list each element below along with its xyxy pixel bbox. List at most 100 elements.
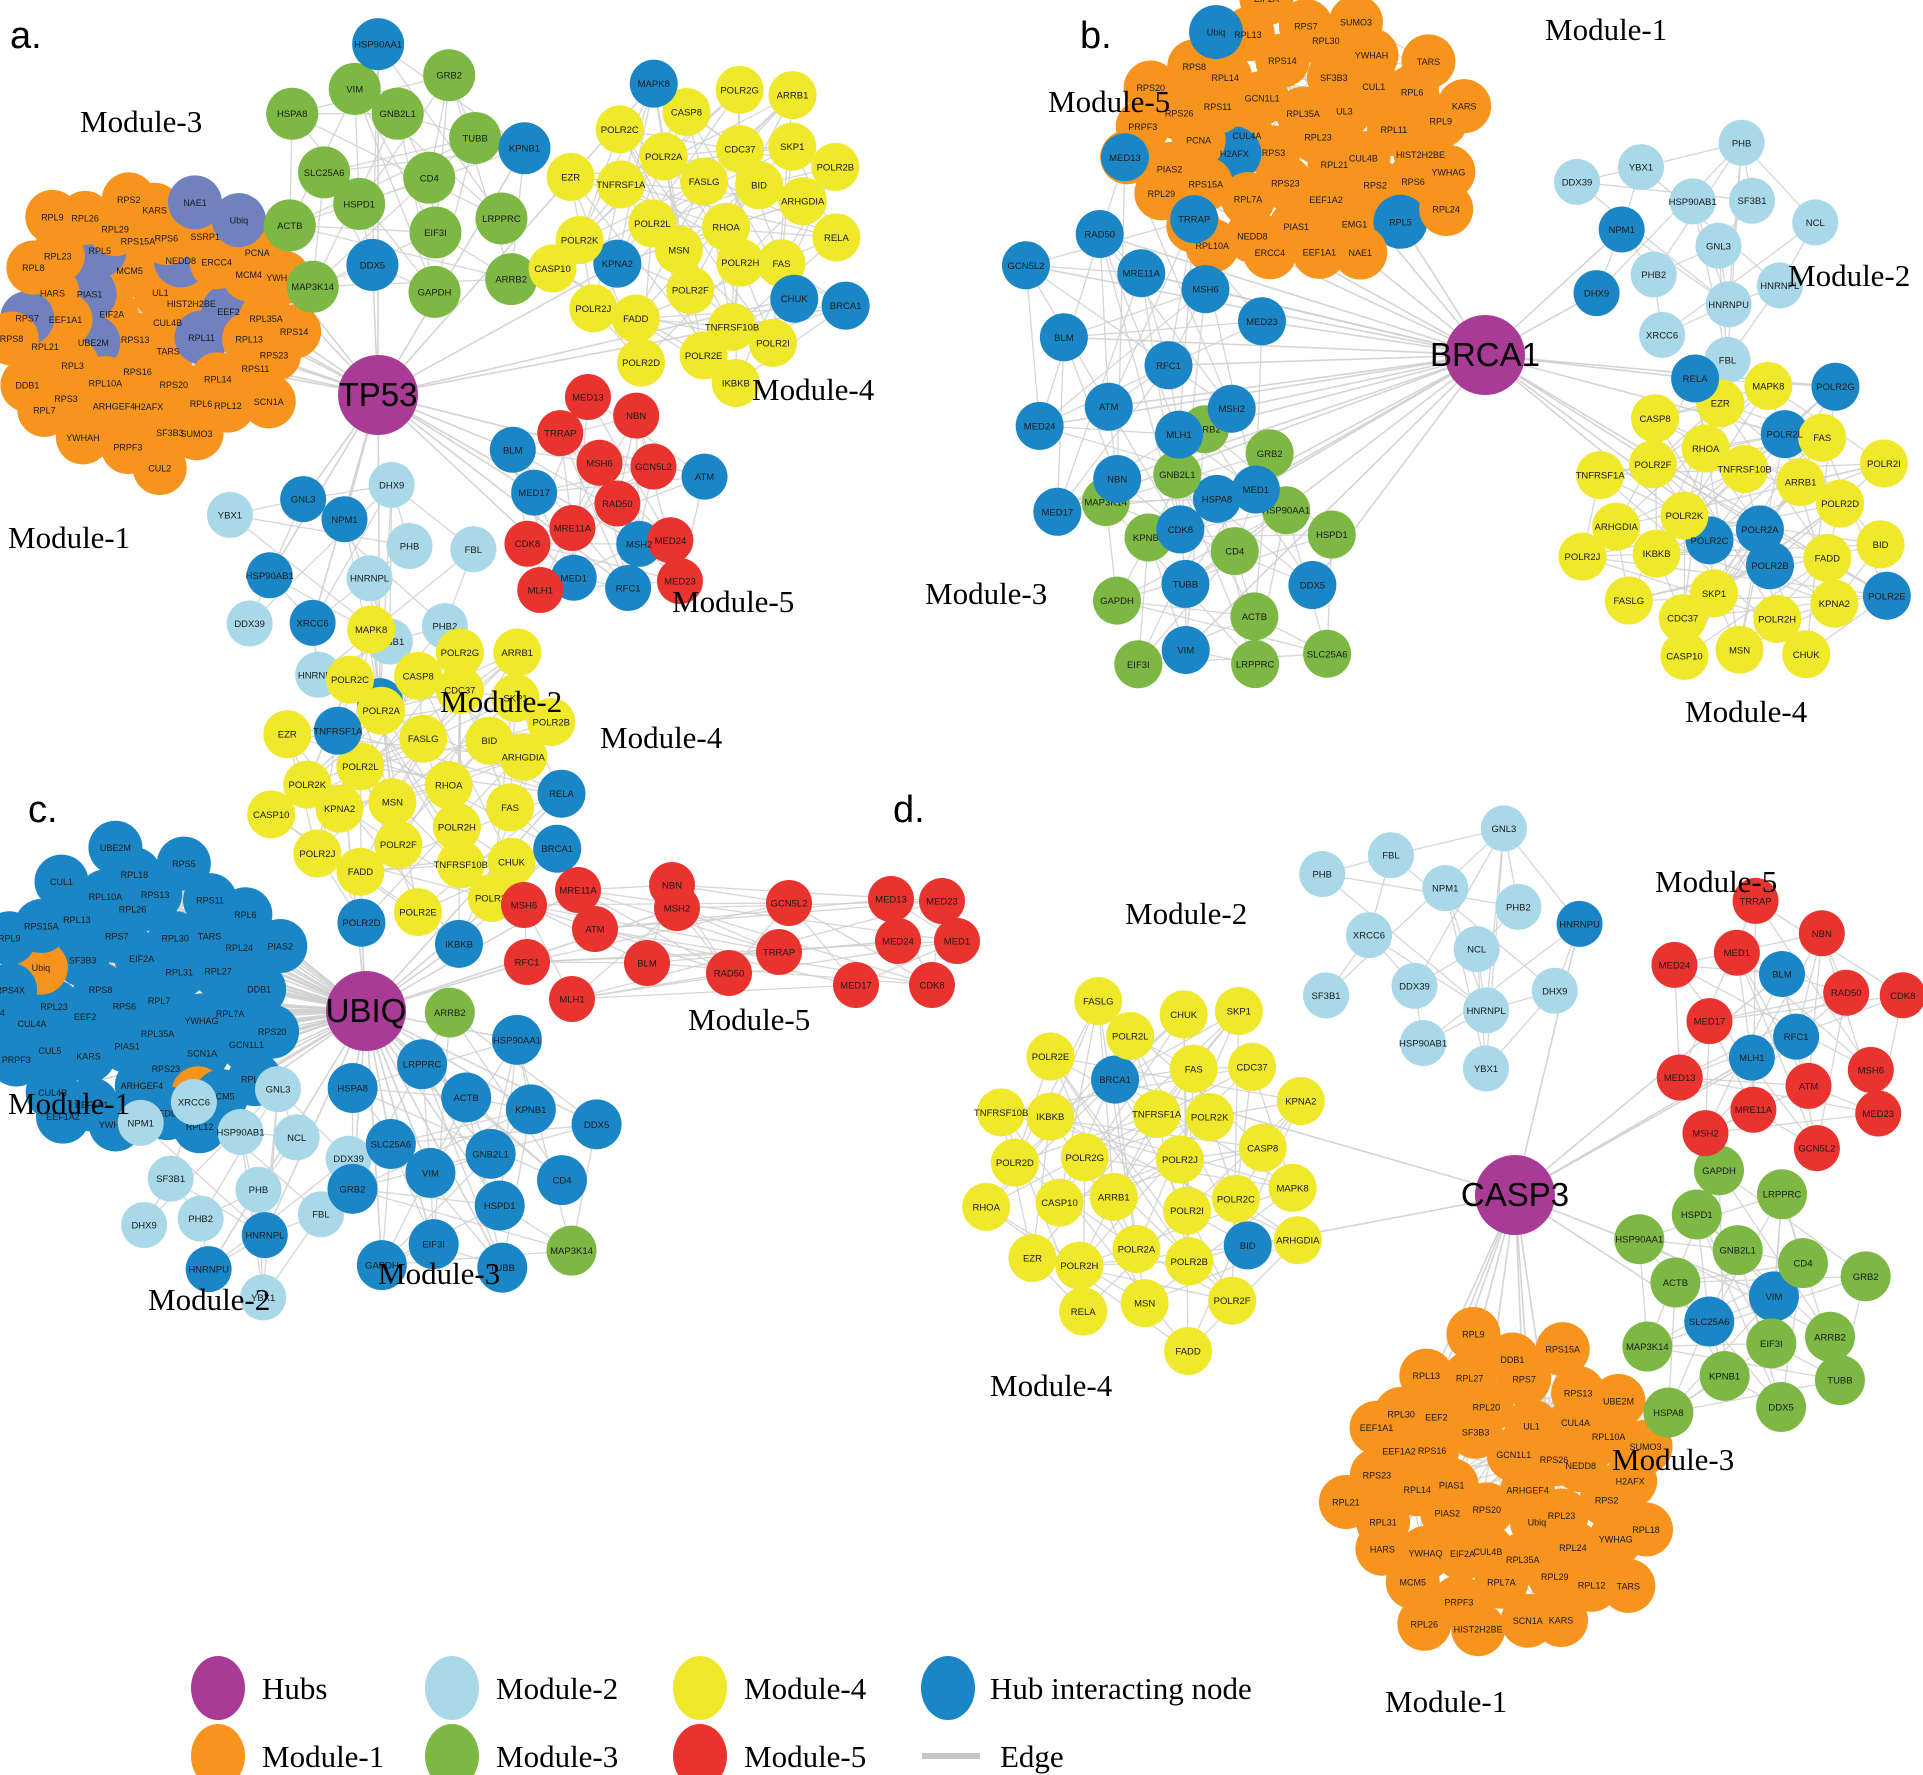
node-POLR2K	[1185, 1092, 1234, 1141]
node-label-MSN: MSN	[382, 798, 403, 809]
node-label-BLM: BLM	[1772, 970, 1792, 981]
module-label-b-Module-3: Module-3	[925, 576, 1047, 611]
node-SLC25A6	[298, 146, 351, 199]
node-label-HIST2H2BE: HIST2H2BE	[1396, 150, 1445, 160]
node-label-TRRAP: TRRAP	[763, 948, 795, 959]
node-YBX1	[1617, 144, 1664, 191]
node-label-POLR2H: POLR2H	[721, 258, 759, 269]
node-label-ARRB2: ARRB2	[1189, 425, 1221, 436]
node-HNRNPU	[1556, 900, 1603, 947]
node-RAD50	[1075, 210, 1124, 259]
node-label-NBN: NBN	[1812, 929, 1832, 940]
node-label-POLR2G: POLR2G	[1816, 382, 1855, 393]
node-RPL5	[1373, 194, 1428, 249]
node-label-TUBB: TUBB	[462, 133, 487, 144]
module-label-c-Module-1: Module-1	[8, 1086, 130, 1121]
edge	[1049, 1116, 1137, 1250]
node-TARS	[1401, 34, 1456, 89]
node-label-LRPPRC: LRPPRC	[482, 214, 521, 225]
node-MED17	[511, 469, 558, 516]
module-a-Module-5: RAD50 MRE11A MSH6 MSH2 MED17 GCN5L2 MED1 TRRAP M…	[489, 374, 728, 613]
edge	[1576, 181, 1730, 305]
node-label-RPL6: RPL6	[190, 399, 213, 409]
node-MED1	[1713, 929, 1760, 976]
node-POLR2G	[435, 628, 484, 677]
node-LRPPRC	[1231, 640, 1280, 689]
node-ARHGDIA	[499, 732, 548, 781]
node-label-RELA: RELA	[1071, 1307, 1096, 1318]
legend-swatch-Hub interacting node	[921, 1656, 975, 1720]
node-label-POLR2D: POLR2D	[342, 918, 380, 929]
node-NAE1	[167, 175, 222, 230]
node-FAS	[1798, 413, 1847, 462]
node-label-RHOA: RHOA	[712, 222, 740, 233]
module-c-Module-4: RHOA MSN FASLG POLR2H POLR2L BID POLR2F POLR2A F…	[247, 605, 586, 968]
node-ACTB	[263, 199, 316, 252]
node-POLR2L	[628, 199, 677, 248]
node-TUBB	[1161, 559, 1210, 608]
node-label-MCM5: MCM5	[1400, 1578, 1427, 1588]
legend-label-Module-5: Module-5	[744, 1739, 866, 1774]
node-RPL9	[25, 189, 80, 244]
node-label-POLR2B: POLR2B	[1751, 561, 1789, 572]
node-label-CHUK: CHUK	[781, 294, 809, 305]
node-label-RPL23: RPL23	[44, 251, 72, 261]
panel-letter-a: a.	[10, 15, 42, 57]
node-label-RPS6: RPS6	[113, 1001, 137, 1011]
edge	[1025, 264, 1233, 410]
node-label-SF3B1: SF3B1	[156, 1174, 185, 1185]
module-label-a-Module-4: Module-4	[752, 372, 875, 407]
node-KPNB1	[505, 1084, 556, 1135]
node-label-POLR2I: POLR2I	[1867, 459, 1901, 470]
node-label-SLC25A6: SLC25A6	[1307, 649, 1348, 660]
node-EEF1A1	[1292, 224, 1347, 279]
edge	[1719, 402, 1828, 559]
edge	[1816, 992, 1847, 1149]
node-label-YWHAG: YWHAG	[1599, 1534, 1633, 1544]
node-label-EIF2A: EIF2A	[129, 954, 154, 964]
node-label-TRRAP: TRRAP	[1178, 215, 1210, 226]
node-label-DHX9: DHX9	[1584, 289, 1609, 300]
node-label-RPL5: RPL5	[88, 246, 111, 256]
node-label-DDX5: DDX5	[1768, 1402, 1793, 1413]
node-RPS14	[267, 304, 322, 359]
node-LRPPRC	[475, 192, 528, 245]
node-BLM	[624, 940, 670, 986]
node-label-MLH1: MLH1	[528, 585, 553, 596]
module-label-a-Module-1: Module-1	[8, 520, 130, 555]
node-label-RPS6: RPS6	[155, 234, 179, 244]
node-GCN5L2	[630, 443, 677, 490]
node-XRCC6	[170, 1079, 217, 1126]
node-label-ARHGEF4: ARHGEF4	[1506, 1486, 1549, 1496]
node-POLR2F	[666, 266, 715, 315]
legend-swatch-Module-3	[425, 1724, 479, 1775]
node-label-EIF3I: EIF3I	[424, 228, 447, 239]
node-label-RPL12: RPL12	[1578, 1580, 1606, 1590]
node-RPS20	[1123, 60, 1178, 115]
node-label-DDB1: DDB1	[1500, 1355, 1524, 1365]
node-label-RPL13: RPL13	[1413, 1371, 1441, 1381]
node-label-RFC1: RFC1	[515, 958, 540, 969]
hub-edge	[1099, 233, 1486, 356]
node-label-RPL14: RPL14	[1211, 73, 1239, 83]
node-SKP1	[491, 674, 540, 723]
node-label-MSH6: MSH6	[1192, 285, 1218, 296]
node-label-SLC25A6: SLC25A6	[370, 1139, 411, 1150]
edge	[1114, 1079, 1188, 1212]
node-CDK8	[504, 520, 551, 567]
node-label-MED17: MED17	[518, 488, 550, 499]
node-label-RPS23: RPS23	[260, 350, 289, 360]
node-TRRAP	[756, 929, 802, 975]
node-label-RPL10A: RPL10A	[1592, 1432, 1626, 1442]
hub-edge	[365, 793, 563, 1012]
node-EEF1A1	[1349, 1400, 1404, 1455]
node-BRCA1	[1091, 1055, 1140, 1104]
node-MED23	[1855, 1090, 1902, 1137]
node-label-CASP10: CASP10	[534, 264, 570, 275]
node-label-RPL6: RPL6	[234, 910, 257, 920]
node-label-POLR2I: POLR2I	[475, 893, 509, 904]
node-label-KPNB1: KPNB1	[509, 144, 540, 155]
node-label-RPS7: RPS7	[1294, 22, 1318, 32]
module-c-Module-1: RPL7 RPS6 EIF2A RPL35A RPS8 RPL31 PIAS1 RPS7 YWH…	[0, 820, 308, 1154]
node-label-ARRB1: ARRB1	[1098, 1192, 1130, 1203]
